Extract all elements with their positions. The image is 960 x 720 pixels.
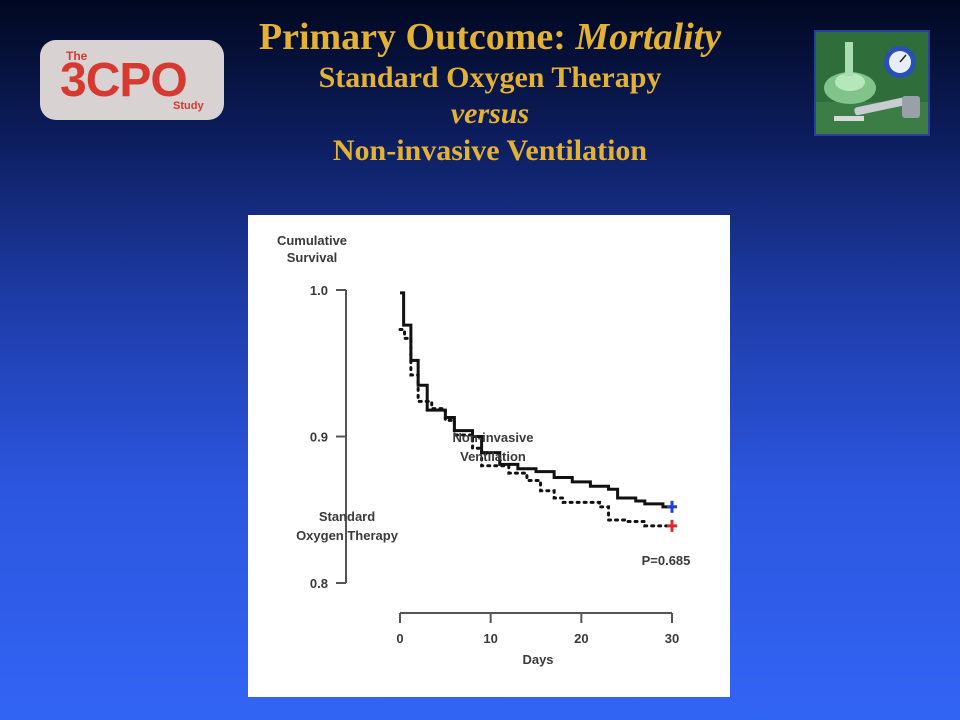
oxygen-mask-and-regulator-photo-icon	[816, 32, 928, 134]
sot-survival-line	[398, 328, 674, 528]
x-tick-label: 10	[483, 631, 497, 646]
logo-prefix: The	[66, 49, 88, 63]
x-axis-title: Days	[522, 652, 553, 667]
title-line-1: Primary Outcome: Mortality	[220, 14, 760, 60]
title-line-4: Non-invasive Ventilation	[332, 134, 648, 167]
title-italic: Mortality	[575, 16, 722, 58]
slide-title: Primary Outcome: Mortality Standard Oxyg…	[220, 14, 760, 170]
y-tick-label: 0.9	[310, 430, 328, 445]
title-main: Primary Outcome:	[258, 16, 576, 58]
p-value-annotation: P=0.685	[642, 553, 691, 568]
title-line-2: Standard Oxygen Therapy	[318, 61, 662, 94]
niv-survival-line	[400, 291, 672, 509]
title-line-3: versus	[450, 97, 530, 130]
chart-panel: Cumulative Survival 0.8 0.9 1.0 0 10 20 30 No…	[248, 215, 730, 697]
x-tick-label: 0	[396, 631, 403, 646]
x-tick-label: 30	[665, 631, 679, 646]
sot-label-line-1: Standard	[319, 509, 375, 524]
y-axis-title-line-2: Survival	[287, 250, 338, 265]
oxygen-equipment-photo	[814, 30, 930, 136]
logo-suffix: Study	[173, 100, 204, 112]
niv-label-line-2: Ventilation	[460, 449, 526, 464]
sot-label-line-2: Oxygen Therapy	[296, 528, 399, 543]
y-axis-title-line-1: Cumulative	[277, 233, 347, 248]
y-tick-label: 0.8	[310, 576, 328, 591]
survival-chart: Cumulative Survival 0.8 0.9 1.0 0 10 20 30 No…	[277, 233, 691, 667]
y-tick-label: 1.0	[310, 283, 328, 298]
niv-label-line-1: Non-invasive	[453, 430, 534, 445]
logo-name: 3CPO	[60, 54, 188, 107]
study-logo: The 3CPO Study	[40, 40, 224, 120]
x-tick-label: 20	[574, 631, 588, 646]
